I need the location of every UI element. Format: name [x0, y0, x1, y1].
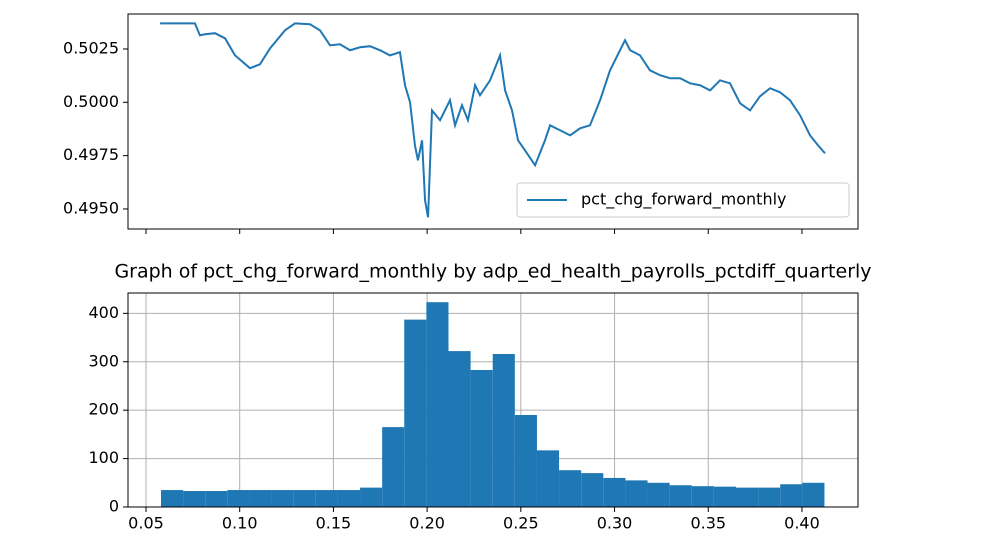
y-tick-label: 0.4950 [63, 198, 119, 217]
bar [758, 487, 781, 507]
bar [559, 470, 582, 507]
x-tick-label: 0.15 [316, 514, 352, 533]
bar [360, 487, 383, 507]
bar [271, 490, 294, 507]
x-tick-label: 0.20 [409, 514, 445, 533]
legend: pct_chg_forward_monthly [516, 182, 850, 218]
legend-box [516, 182, 850, 218]
axes-frame [127, 13, 859, 230]
bar [249, 490, 272, 507]
y-tick-label: 200 [88, 400, 119, 419]
legend-label: pct_chg_forward_monthly [581, 190, 787, 210]
bar [603, 477, 626, 507]
bar [337, 490, 361, 507]
marks [160, 22, 826, 218]
bar [293, 490, 316, 507]
bar [160, 490, 184, 507]
bar [669, 485, 692, 507]
bar [205, 491, 228, 507]
bar [691, 486, 714, 507]
bar [227, 490, 250, 507]
x-tick-label: 0.40 [784, 514, 820, 533]
y-tick-label: 0.5000 [63, 92, 119, 111]
x-tick-label: 0.05 [128, 514, 164, 533]
y-tick-label: 0 [109, 497, 119, 516]
axes-frame [127, 292, 859, 508]
bar [492, 354, 515, 507]
bar [647, 482, 670, 507]
bar [404, 319, 427, 507]
line-series [160, 22, 826, 218]
bar [426, 302, 449, 507]
bar [625, 480, 648, 507]
bar [448, 351, 471, 507]
chart-title: Graph of pct_chg_forward_monthly by adp_… [114, 261, 871, 283]
bar [780, 484, 803, 507]
bar [802, 482, 825, 507]
bar [713, 486, 736, 507]
x-tick-label: 0.35 [690, 514, 726, 533]
bar [183, 491, 206, 507]
bar [382, 427, 405, 507]
x-tick-label: 0.30 [597, 514, 633, 533]
bar [536, 450, 560, 507]
x-tick-label: 0.25 [503, 514, 539, 533]
bar [315, 490, 338, 507]
y-tick-label: 100 [88, 448, 119, 467]
x-tick-label: 0.10 [222, 514, 258, 533]
bar [581, 473, 604, 507]
bar [470, 369, 493, 507]
bar [514, 415, 537, 507]
marks [160, 302, 825, 507]
y-tick-label: 0.4975 [63, 145, 119, 164]
y-tick-label: 300 [88, 351, 119, 370]
y-tick-label: 0.5025 [63, 38, 119, 57]
y-tick-label: 400 [88, 303, 119, 322]
bar [735, 487, 759, 507]
